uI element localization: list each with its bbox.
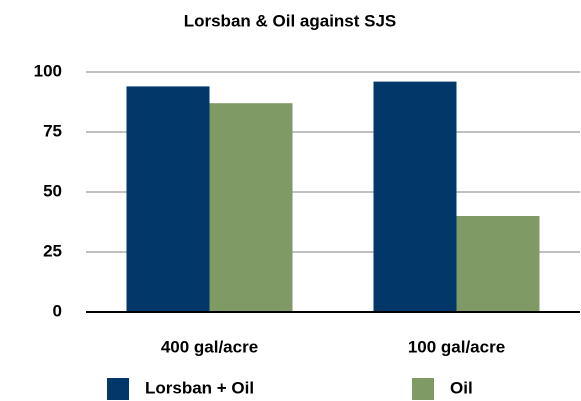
y-tick-label: 0 (53, 301, 62, 320)
chart-title: Lorsban & Oil against SJS (184, 11, 397, 30)
legend-swatch (107, 378, 129, 400)
x-tick-label: 100 gal/acre (408, 337, 505, 356)
legend-label: Lorsban + Oil (145, 378, 254, 397)
bar (456, 216, 540, 312)
y-tick-label: 25 (43, 241, 62, 260)
legend-swatch (412, 378, 434, 400)
bar (126, 86, 210, 313)
x-tick-label: 400 gal/acre (161, 337, 258, 356)
y-tick-label: 75 (43, 121, 62, 140)
y-tick-label: 100 (34, 61, 62, 80)
bar (373, 81, 457, 312)
y-tick-label: 50 (43, 181, 62, 200)
bar (209, 103, 293, 312)
legend-label: Oil (450, 378, 473, 397)
